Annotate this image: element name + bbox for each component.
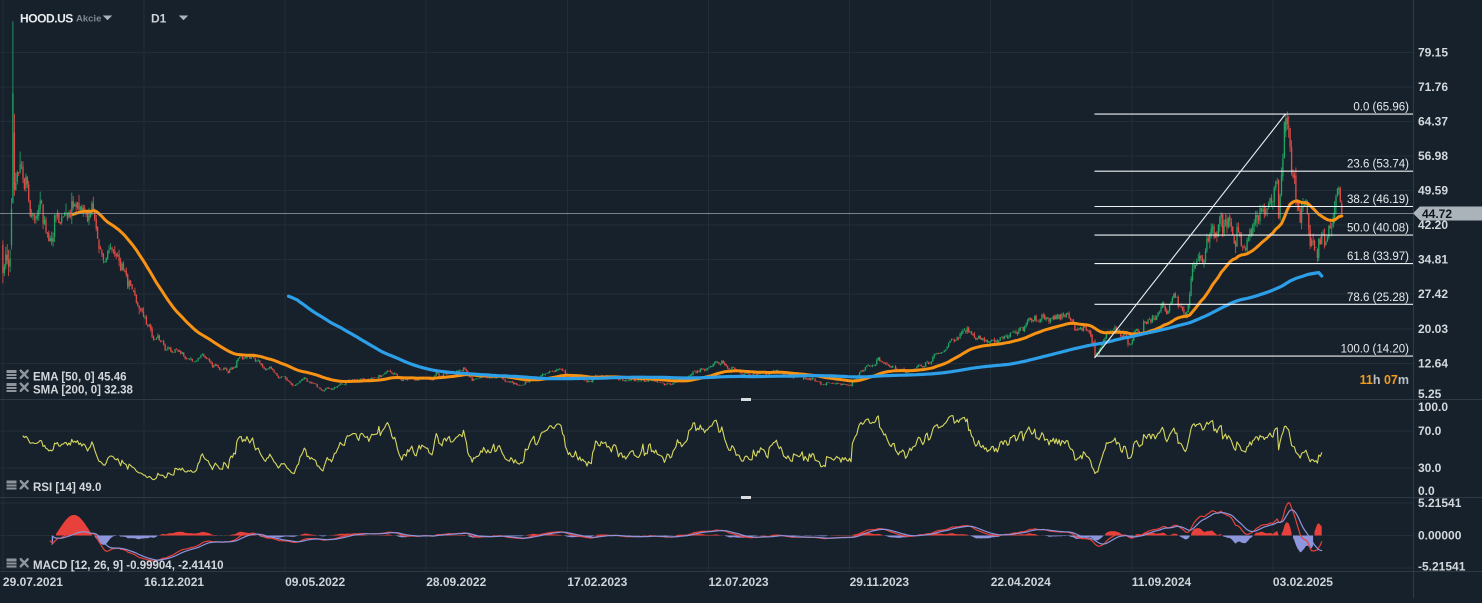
svg-text:78.6 (25.28): 78.6 (25.28) [1347, 292, 1409, 304]
svg-text:SMA [200, 0] 32.38: SMA [200, 0] 32.38 [33, 385, 134, 397]
svg-text:20.03: 20.03 [1418, 322, 1448, 336]
svg-text:30.0: 30.0 [1418, 461, 1442, 475]
svg-text:16.12.2021: 16.12.2021 [144, 575, 204, 589]
svg-text:49.59: 49.59 [1418, 184, 1448, 198]
svg-text:44.72: 44.72 [1422, 207, 1452, 221]
svg-text:23.6 (53.74): 23.6 (53.74) [1347, 159, 1409, 171]
svg-text:12.64: 12.64 [1418, 356, 1448, 370]
svg-text:56.98: 56.98 [1418, 149, 1448, 163]
svg-text:5.25: 5.25 [1418, 387, 1442, 401]
svg-text:Akcie: Akcie [76, 14, 101, 25]
svg-text:03.02.2025: 03.02.2025 [1273, 575, 1333, 589]
svg-text:RSI [14] 49.0: RSI [14] 49.0 [33, 482, 101, 494]
svg-text:5.21541: 5.21541 [1418, 496, 1462, 510]
svg-text:0.0: 0.0 [1418, 484, 1435, 498]
svg-text:28.09.2022: 28.09.2022 [426, 575, 486, 589]
svg-text:64.37: 64.37 [1418, 115, 1448, 129]
svg-text:79.15: 79.15 [1418, 45, 1448, 59]
svg-text:HOOD.US: HOOD.US [20, 12, 73, 26]
svg-text:11.09.2024: 11.09.2024 [1132, 575, 1192, 589]
svg-text:MACD [12, 26, 9] -0.99904,: MACD [12, 26, 9] -0.99904, -2.41410 [33, 560, 224, 572]
svg-text:12.07.2023: 12.07.2023 [709, 575, 769, 589]
svg-text:29.11.2023: 29.11.2023 [850, 575, 910, 589]
svg-text:09.05.2022: 09.05.2022 [285, 575, 345, 589]
svg-text:70.0: 70.0 [1418, 424, 1442, 438]
svg-text:11h 07m: 11h 07m [1360, 373, 1409, 387]
svg-text:42.20: 42.20 [1418, 218, 1448, 232]
svg-text:27.42: 27.42 [1418, 287, 1448, 301]
svg-text:-5.21541: -5.21541 [1418, 560, 1466, 574]
svg-text:34.81: 34.81 [1418, 253, 1448, 267]
svg-text:0.00000: 0.00000 [1418, 529, 1462, 543]
svg-text:38.2 (46.19): 38.2 (46.19) [1347, 194, 1409, 206]
svg-text:17.02.2023: 17.02.2023 [567, 575, 627, 589]
svg-text:61.8 (33.97): 61.8 (33.97) [1347, 251, 1409, 263]
svg-text:EMA [50, 0] 45.46: EMA [50, 0] 45.46 [33, 372, 127, 384]
svg-text:D1: D1 [151, 12, 167, 26]
svg-text:50.0 (40.08): 50.0 (40.08) [1347, 223, 1409, 235]
svg-text:29.07.2021: 29.07.2021 [3, 575, 63, 589]
svg-text:0.0 (65.96): 0.0 (65.96) [1353, 102, 1409, 114]
svg-text:100.0 (14.20): 100.0 (14.20) [1341, 344, 1410, 356]
svg-text:22.04.2024: 22.04.2024 [991, 575, 1051, 589]
svg-text:100.0: 100.0 [1418, 400, 1448, 414]
svg-text:71.76: 71.76 [1418, 80, 1448, 94]
